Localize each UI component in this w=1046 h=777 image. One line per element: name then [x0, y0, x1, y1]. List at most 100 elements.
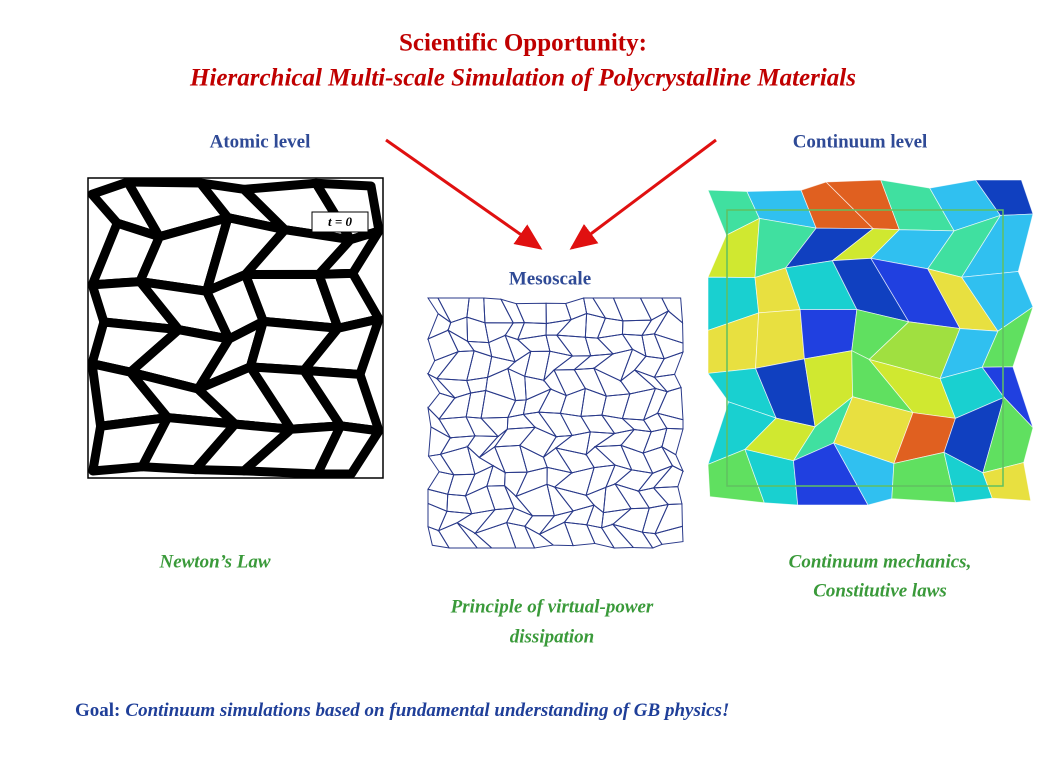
grain: [543, 369, 568, 397]
grain: [661, 427, 684, 456]
inset-box: [311, 211, 369, 233]
grain: [435, 350, 475, 382]
mesoscale-label: Mesoscale: [509, 268, 591, 289]
continuum-image: [707, 179, 1034, 506]
grain: [428, 426, 452, 457]
grain: [439, 435, 477, 456]
grain: [538, 521, 574, 547]
atomic-caption: Newton’s Law: [158, 551, 270, 572]
grain: [488, 334, 516, 363]
grain: [605, 464, 633, 489]
grain: [486, 355, 517, 379]
grain: [486, 464, 506, 487]
grain: [505, 521, 536, 549]
grain: [634, 369, 669, 393]
grain: [982, 462, 1032, 502]
arrow: [385, 138, 543, 250]
grain: [656, 386, 684, 421]
grain: [585, 446, 617, 469]
grain: [553, 486, 595, 512]
grain: [613, 483, 651, 510]
grain: [437, 297, 470, 324]
grain: [427, 350, 460, 380]
grain: [546, 466, 573, 488]
grain: [641, 333, 665, 360]
grain: [522, 411, 558, 438]
grain: [542, 447, 573, 474]
grain: [555, 312, 588, 338]
grain: [620, 428, 652, 454]
grain: [427, 329, 459, 362]
grain: [554, 431, 591, 456]
grain: [755, 309, 805, 369]
grain: [466, 340, 493, 358]
grain: [439, 446, 476, 476]
grain: [553, 369, 587, 397]
grain: [585, 524, 616, 549]
continuum-frame: [726, 209, 1004, 487]
subtitle: Hierarchical Multi-scale Simulation of P…: [189, 65, 856, 92]
grain: [447, 473, 476, 497]
grain: [427, 406, 452, 440]
grain: [654, 503, 683, 535]
grain: [515, 302, 547, 325]
grain: [516, 334, 551, 352]
mesoscale-image: [426, 297, 685, 549]
grain: [465, 389, 487, 419]
grain: [656, 412, 684, 430]
atomic-frame: [87, 177, 384, 479]
grain: [478, 428, 508, 458]
grain: [660, 445, 685, 473]
atomic-label: Atomic level: [210, 131, 311, 152]
grain: [641, 503, 670, 535]
grain: [546, 483, 574, 517]
goal-text: Continuum simulations based on fundament…: [125, 700, 729, 721]
mesoscale-caption: Principle of virtual-power: [450, 596, 654, 617]
grain: [437, 522, 479, 549]
goal-lead: Goal:: [75, 700, 120, 721]
grain: [553, 466, 595, 496]
grain: [446, 329, 476, 353]
grain: [427, 312, 452, 340]
grain: [537, 411, 573, 438]
continuum-caption: Constitutive laws: [813, 580, 947, 601]
grain: [506, 413, 537, 430]
grain: [621, 387, 657, 421]
grain: [480, 389, 517, 419]
grain: [600, 523, 635, 549]
grain: [518, 426, 558, 458]
grain: [586, 504, 605, 529]
grain: [653, 333, 684, 360]
grain: [524, 515, 556, 535]
grain: [580, 414, 616, 435]
grain: [493, 426, 537, 448]
arrow: [569, 138, 717, 250]
grain: [585, 486, 607, 514]
grain: [515, 466, 548, 498]
inset-label: t = 0: [328, 214, 353, 229]
grain: [602, 483, 632, 514]
grain: [611, 523, 654, 549]
goal: Goal: Continuum simulations based on fund…: [75, 700, 729, 721]
grain: [573, 367, 608, 397]
title: Scientific Opportunity:: [399, 30, 647, 57]
grain: [456, 522, 494, 549]
grain: [565, 297, 588, 321]
grain: [499, 298, 526, 324]
grain: [312, 421, 384, 479]
grain: [493, 444, 528, 474]
grain: [653, 351, 684, 378]
grain: [660, 297, 684, 325]
grain: [522, 388, 552, 415]
grain: [652, 465, 684, 489]
grain: [437, 510, 474, 532]
grain: [507, 367, 527, 402]
grain: [620, 444, 654, 474]
grain: [524, 350, 551, 381]
grain: [654, 525, 684, 545]
continuum-caption: Continuum mechanics,: [789, 551, 972, 572]
grain: [592, 367, 631, 397]
grain: [447, 316, 469, 343]
grain: [466, 316, 490, 344]
